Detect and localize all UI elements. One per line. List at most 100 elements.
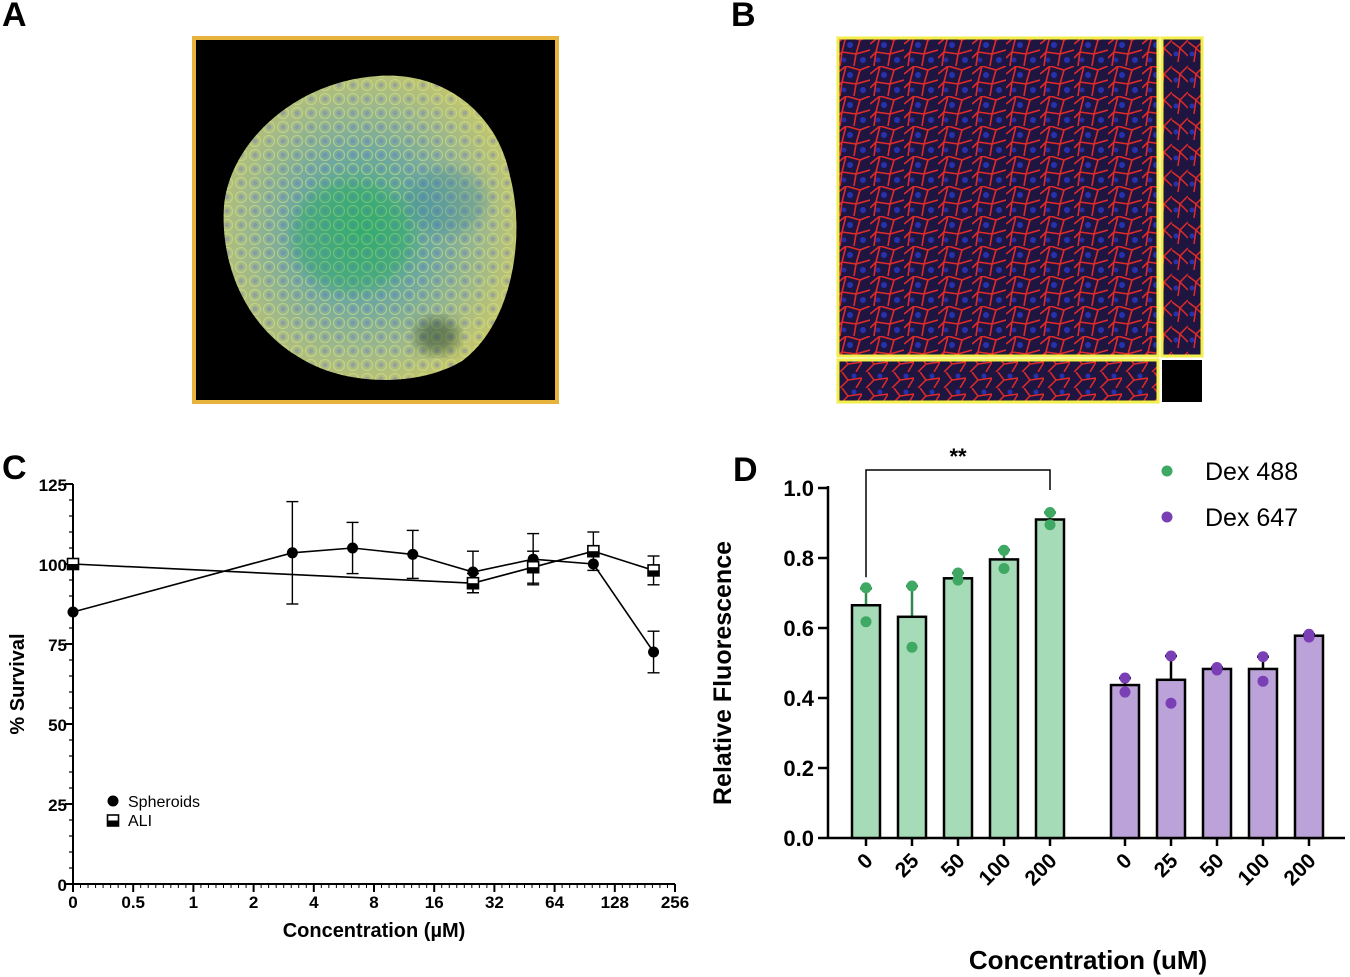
- c-point-spheroids: [527, 553, 539, 565]
- d-y-axis-title: Relative Fluorescence: [709, 541, 737, 805]
- d-data-point: [906, 580, 918, 592]
- d-data-point: [1257, 675, 1269, 687]
- d-bar: [942, 577, 974, 840]
- d-bar: [850, 604, 882, 840]
- d-x-tick-label: 200: [1279, 849, 1320, 890]
- d-x-axis-title: Concentration (uM): [969, 945, 1207, 975]
- c-point-ali-fill: [527, 567, 539, 573]
- d-data-point: [998, 563, 1010, 574]
- d-data-point: [1044, 519, 1056, 531]
- c-point-ali: [587, 544, 600, 558]
- d-y-tick-label: 0.2: [783, 756, 814, 781]
- d-bar: [1247, 667, 1279, 840]
- d-y-tick-label: 0.8: [783, 546, 814, 571]
- d-bar: [1034, 518, 1066, 840]
- c-point-spheroids: [286, 547, 298, 559]
- d-bar: [1293, 634, 1325, 840]
- c-x-tick-label: 128: [601, 893, 629, 912]
- d-y-tick-label: 0.0: [783, 826, 814, 851]
- c-point-ali: [66, 557, 80, 571]
- d-data-point: [1119, 672, 1131, 684]
- d-data-point: [860, 582, 872, 594]
- d-significance-label: **: [949, 444, 967, 469]
- d-legend-label: Dex 647: [1205, 504, 1298, 532]
- c-point-ali: [526, 560, 540, 574]
- d-x-tick-label: 50: [1196, 849, 1229, 882]
- d-legend-marker: [1161, 511, 1173, 523]
- c-y-tick-label: 0: [58, 876, 67, 895]
- c-y-axis-title: % Survival: [7, 633, 29, 734]
- d-data-point: [1211, 662, 1223, 674]
- c-point-spheroids: [467, 566, 479, 578]
- spheroid-micrograph: [192, 36, 559, 404]
- d-x-tick-label: 25: [1150, 849, 1183, 882]
- c-point-spheroids: [648, 646, 660, 658]
- d-data-point: [1044, 507, 1056, 518]
- d-x-tick-label: 25: [891, 849, 924, 882]
- d-data-point: [1303, 631, 1315, 643]
- c-y-tick-label: 75: [48, 636, 67, 655]
- panel-letter-a: A: [2, 0, 27, 34]
- d-bar: [896, 615, 928, 840]
- c-point-ali-fill: [67, 564, 79, 570]
- c-y-tick-label: 100: [39, 556, 67, 575]
- d-data-point: [1165, 650, 1177, 662]
- d-x-tick-label: 50: [937, 849, 970, 882]
- c-legend-marker-ali: [106, 814, 120, 827]
- c-x-axis-title: Concentration (µM): [283, 920, 466, 942]
- c-point-ali-fill: [648, 570, 660, 576]
- c-point-spheroids: [587, 558, 599, 570]
- c-x-tick-label: 16: [425, 893, 444, 912]
- c-legend-marker-spheroids: [107, 795, 119, 807]
- c-legend-label-spheroids: Spheroids: [128, 794, 200, 811]
- d-data-point: [952, 567, 964, 579]
- d-data-point: [1165, 697, 1177, 709]
- d-data-point: [998, 544, 1010, 556]
- c-legend-marker-ali-fill: [107, 820, 119, 826]
- c-x-tick-label: 0: [68, 893, 77, 912]
- c-point-ali-fill: [587, 551, 599, 557]
- d-x-tick-label: 100: [1233, 849, 1274, 890]
- d-y-tick-label: 1.0: [783, 476, 814, 501]
- panel-letter-d: D: [733, 451, 758, 489]
- c-point-ali-fill: [467, 583, 479, 589]
- d-data-point: [860, 616, 872, 628]
- c-x-tick-label: 2: [249, 893, 258, 912]
- d-x-tick-label: 100: [974, 849, 1015, 890]
- c-point-spheroids: [347, 542, 359, 554]
- c-point-ali: [466, 576, 480, 590]
- panel-letter-b: B: [731, 0, 756, 34]
- d-x-tick-label: 200: [1020, 849, 1061, 890]
- d-x-tick-label: 0: [1112, 849, 1137, 874]
- d-significance-bracket: [865, 469, 1051, 578]
- ali-orthogonal-micrograph: [836, 36, 1206, 404]
- c-point-spheroids: [67, 606, 79, 618]
- c-x-tick-label: 1: [189, 893, 198, 912]
- c-x-tick-label: 256: [661, 893, 689, 912]
- d-x-tick-label: 0: [853, 849, 878, 874]
- c-x-tick-label: 4: [309, 893, 319, 912]
- c-series-line-spheroids: [72, 547, 655, 653]
- d-bar: [988, 558, 1020, 840]
- c-series-line-ali: [72, 550, 654, 585]
- d-legend-marker: [1161, 465, 1173, 477]
- c-y-tick-label: 25: [48, 796, 67, 815]
- c-point-ali: [647, 564, 660, 577]
- d-data-point: [952, 574, 964, 586]
- c-x-tick-label: 8: [369, 893, 378, 912]
- c-x-tick-label: 0.5: [121, 893, 145, 912]
- panel-letter-c: C: [2, 449, 27, 487]
- d-bar: [1109, 683, 1141, 840]
- d-data-point: [1211, 664, 1223, 676]
- d-bar: [1201, 667, 1233, 840]
- c-legend-label-ali: ALI: [128, 813, 152, 830]
- d-data-point: [906, 641, 918, 653]
- d-y-tick-label: 0.4: [783, 686, 814, 711]
- d-data-point: [1303, 628, 1315, 640]
- c-x-tick-label: 32: [485, 893, 504, 912]
- c-point-spheroids: [407, 548, 419, 560]
- c-y-tick-label: 50: [48, 716, 67, 735]
- d-data-point: [1119, 686, 1131, 698]
- d-legend-label: Dex 488: [1205, 458, 1298, 486]
- c-x-tick-label: 64: [545, 893, 564, 912]
